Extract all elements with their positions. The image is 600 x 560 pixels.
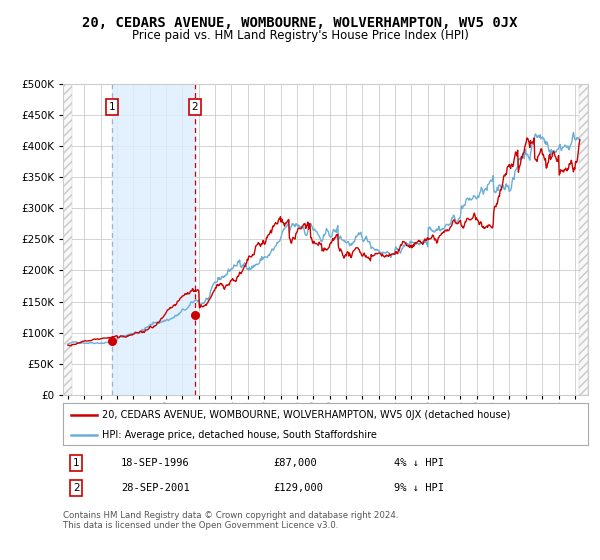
Text: 20, CEDARS AVENUE, WOMBOURNE, WOLVERHAMPTON, WV5 0JX: 20, CEDARS AVENUE, WOMBOURNE, WOLVERHAMP… <box>82 16 518 30</box>
Text: 9% ↓ HPI: 9% ↓ HPI <box>394 483 444 493</box>
Bar <box>112 84 194 395</box>
Text: 2: 2 <box>191 102 198 112</box>
Text: HPI: Average price, detached house, South Staffordshire: HPI: Average price, detached house, Sout… <box>103 430 377 440</box>
Text: 4% ↓ HPI: 4% ↓ HPI <box>394 458 444 468</box>
Text: 1: 1 <box>73 458 79 468</box>
Text: Contains HM Land Registry data © Crown copyright and database right 2024.
This d: Contains HM Land Registry data © Crown c… <box>63 511 398 530</box>
Text: 1: 1 <box>109 102 116 112</box>
Text: Price paid vs. HM Land Registry's House Price Index (HPI): Price paid vs. HM Land Registry's House … <box>131 29 469 42</box>
Text: £87,000: £87,000 <box>273 458 317 468</box>
Text: 28-SEP-2001: 28-SEP-2001 <box>121 483 190 493</box>
Text: 2: 2 <box>73 483 79 493</box>
Text: 20, CEDARS AVENUE, WOMBOURNE, WOLVERHAMPTON, WV5 0JX (detached house): 20, CEDARS AVENUE, WOMBOURNE, WOLVERHAMP… <box>103 410 511 420</box>
Text: £129,000: £129,000 <box>273 483 323 493</box>
Text: 18-SEP-1996: 18-SEP-1996 <box>121 458 190 468</box>
